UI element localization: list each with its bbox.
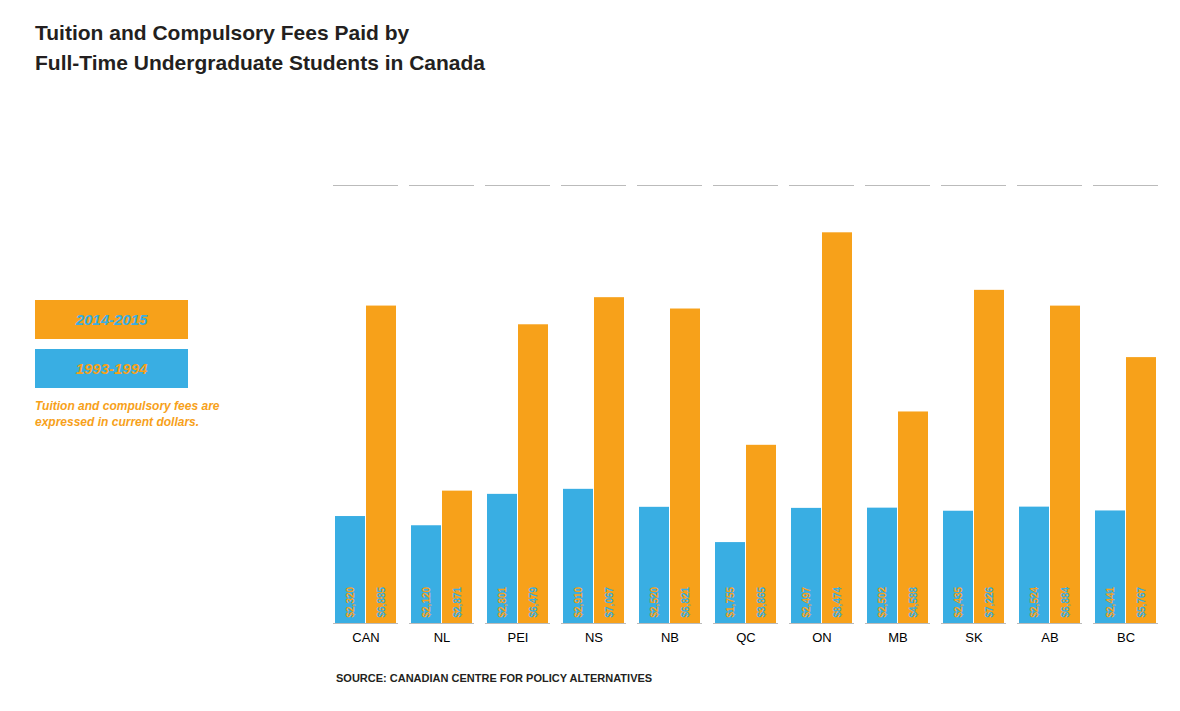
svg-text:$2,320: $2,320 xyxy=(345,586,356,617)
svg-text:$3,865: $3,865 xyxy=(756,586,767,617)
svg-text:$2,120: $2,120 xyxy=(421,586,432,617)
html-text:2014-2015: 2014-2015 xyxy=(75,311,148,328)
svg-text:$2,524: $2,524 xyxy=(1029,586,1040,617)
svg-text:ON: ON xyxy=(812,630,832,645)
svg-text:SK: SK xyxy=(965,630,983,645)
svg-text:$2,520: $2,520 xyxy=(649,586,660,617)
svg-text:$2,910: $2,910 xyxy=(573,586,584,617)
svg-text:QC: QC xyxy=(736,630,756,645)
svg-text:$2,497: $2,497 xyxy=(801,586,812,617)
html-text:Tuition and Compulsory Fees Pa: Tuition and Compulsory Fees Paid by Full… xyxy=(35,21,485,75)
svg-text:NS: NS xyxy=(585,630,603,645)
svg-text:$2,871: $2,871 xyxy=(452,586,463,617)
svg-text:BC: BC xyxy=(1117,630,1135,645)
svg-text:$7,226: $7,226 xyxy=(984,586,995,617)
svg-text:NL: NL xyxy=(434,630,451,645)
svg-text:$4,588: $4,588 xyxy=(908,586,919,617)
svg-text:$6,884: $6,884 xyxy=(1060,586,1071,617)
svg-text:NB: NB xyxy=(661,630,679,645)
svg-text:$2,801: $2,801 xyxy=(497,586,508,617)
svg-text:CAN: CAN xyxy=(352,630,379,645)
svg-text:$2,435: $2,435 xyxy=(953,586,964,617)
svg-text:$1,755: $1,755 xyxy=(725,586,736,617)
svg-text:$2,502: $2,502 xyxy=(877,586,888,617)
svg-text:$6,885: $6,885 xyxy=(376,586,387,617)
svg-text:$6,479: $6,479 xyxy=(528,586,539,617)
html-text:SOURCE: CANADIAN CENTRE FOR PO: SOURCE: CANADIAN CENTRE FOR POLICY ALTER… xyxy=(336,672,653,684)
svg-text:$8,474: $8,474 xyxy=(832,586,843,617)
svg-text:$6,821: $6,821 xyxy=(680,586,691,617)
svg-text:AB: AB xyxy=(1041,630,1058,645)
svg-text:$7,067: $7,067 xyxy=(604,586,615,617)
html-text:Tuition and compulsory fees ar: Tuition and compulsory fees are expresse… xyxy=(35,399,220,430)
svg-text:$5,767: $5,767 xyxy=(1136,586,1147,617)
svg-text:PEI: PEI xyxy=(508,630,529,645)
html-text:1993-1994: 1993-1994 xyxy=(75,360,148,377)
svg-text:MB: MB xyxy=(888,630,908,645)
svg-text:$2,441: $2,441 xyxy=(1105,586,1116,617)
